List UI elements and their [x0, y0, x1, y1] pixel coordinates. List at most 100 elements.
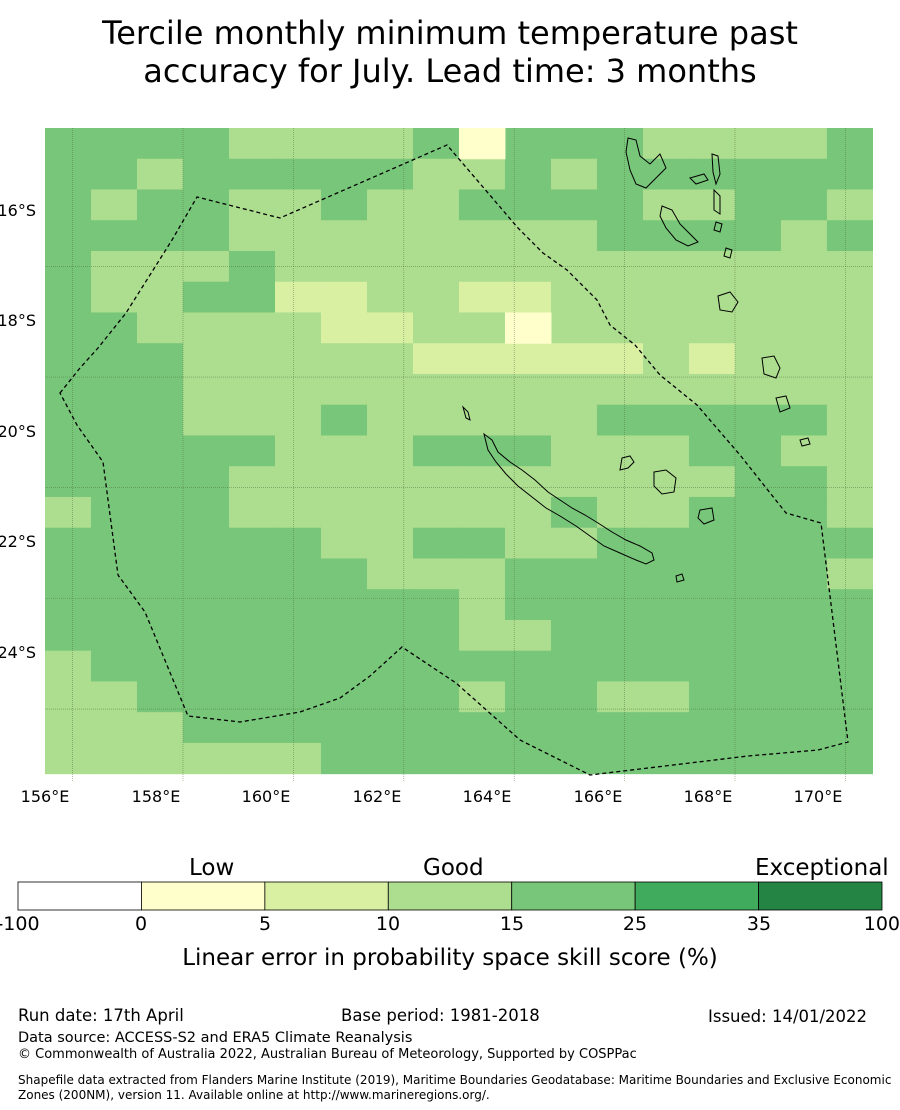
grid-cell [274, 128, 322, 160]
grid-cell [412, 281, 460, 313]
grid-cell [228, 681, 276, 713]
grid-cell [504, 281, 552, 313]
grid-cell [320, 158, 368, 190]
grid-cell [412, 373, 460, 406]
grid-cell [826, 589, 873, 621]
grid-cell [136, 496, 184, 529]
grid-cell [458, 158, 506, 190]
grid-cell [320, 373, 368, 406]
grid-cell [90, 742, 138, 775]
grid-cell [228, 466, 276, 498]
grid-cell [550, 558, 598, 590]
grid-cell [780, 281, 828, 313]
grid-cell [412, 619, 460, 652]
grid-cell [826, 373, 873, 406]
chart-title: Tercile monthly minimum temperature past… [0, 14, 900, 90]
colorbar-tick: 5 [258, 913, 272, 935]
grid-cell [228, 589, 276, 621]
colorbar-swatch [511, 881, 636, 911]
grid-cell [274, 220, 322, 252]
grid-cell [182, 435, 230, 467]
grid-cell [780, 558, 828, 590]
eez-boundary [59, 144, 849, 776]
grid-cell [826, 281, 873, 313]
grid-cell [90, 189, 138, 221]
grid-cell [45, 496, 92, 529]
grid-cell [504, 589, 552, 621]
grid-cell [642, 435, 690, 467]
grid-cell [136, 589, 184, 621]
grid-cell [780, 619, 828, 652]
grid-cell [688, 404, 736, 436]
grid-cell [596, 742, 644, 775]
grid-cell [45, 343, 92, 375]
vanuatu-maewo [711, 153, 721, 186]
grid-cell [504, 373, 552, 406]
grid-cell [90, 220, 138, 252]
grid-cell [688, 220, 736, 252]
grid-cell [182, 158, 230, 190]
grid-cell [826, 496, 873, 529]
grid-cell [642, 404, 690, 436]
grid-cell [734, 158, 782, 190]
grid-cell [90, 589, 138, 621]
grid-cell [780, 220, 828, 252]
grid-cell [504, 404, 552, 436]
grid-cell [136, 128, 184, 160]
grid-cell [826, 527, 873, 559]
grid-cell [182, 619, 230, 652]
grid-cell [504, 558, 552, 590]
grid-cell [734, 373, 782, 406]
grid-cell [274, 281, 322, 313]
grid-cell [366, 527, 414, 559]
grid-cell [826, 312, 873, 344]
grid-cell [688, 312, 736, 344]
grid-cell [320, 343, 368, 375]
grid-cell [45, 404, 92, 436]
grid-cell [45, 650, 92, 682]
grid-cell [412, 496, 460, 529]
grid-cell [550, 466, 598, 498]
grid-cell [182, 373, 230, 406]
grid-cell [228, 220, 276, 252]
grid-cell [366, 158, 414, 190]
lon-label: 164°E [462, 787, 512, 806]
vanuatu-tanna [775, 395, 791, 413]
grid-cell [596, 681, 644, 713]
grid-cell [366, 373, 414, 406]
grid-cell [734, 619, 782, 652]
grid-cell [826, 220, 873, 252]
loyalty-island-3 [697, 507, 715, 525]
grid-cell [550, 128, 598, 160]
grid-cell [366, 681, 414, 713]
grid-cell [642, 742, 690, 775]
run-date: Run date: 17th April [18, 1006, 184, 1025]
grid-cell [182, 650, 230, 682]
grid-cell [274, 619, 322, 652]
grid-cell [228, 373, 276, 406]
grid-cell [320, 435, 368, 467]
grid-cell [366, 558, 414, 590]
grid-cell [458, 527, 506, 559]
grid-cell [596, 158, 644, 190]
grid-cell [688, 558, 736, 590]
grid-cell [550, 404, 598, 436]
grid-cell [366, 189, 414, 221]
grid-cell [90, 558, 138, 590]
issued-date: Issued: 14/01/2022 [708, 1007, 868, 1026]
grid-cell [366, 589, 414, 621]
grid-cell [826, 404, 873, 436]
grid-cell [458, 681, 506, 713]
grid-cell [826, 558, 873, 590]
lon-label: 170°E [793, 787, 843, 806]
grid-cell [458, 742, 506, 775]
grid-cell [734, 189, 782, 221]
grid-cell [826, 681, 873, 713]
grid-cell [320, 466, 368, 498]
colorbar-heading-low: Low [189, 855, 235, 881]
grid-cell [504, 220, 552, 252]
grid-cell [504, 466, 552, 498]
grid-cell [458, 128, 506, 160]
grid-cell [642, 466, 690, 498]
grid-cell [504, 189, 552, 221]
